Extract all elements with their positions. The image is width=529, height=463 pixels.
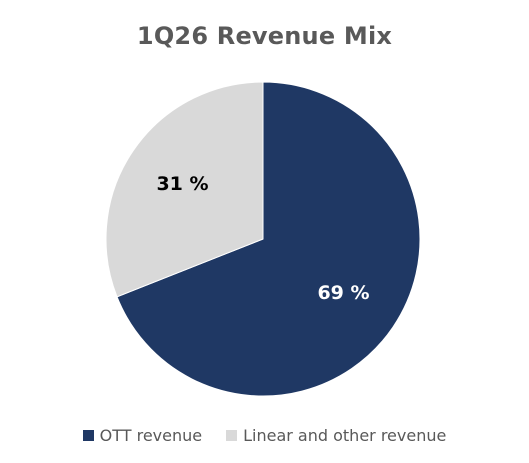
data-label-ott: 69 % bbox=[317, 282, 369, 304]
pie-slice-linear bbox=[105, 81, 264, 298]
legend-swatch-linear bbox=[226, 430, 238, 441]
legend-swatch-ott bbox=[82, 430, 94, 441]
legend: OTT revenue Linear and other revenue bbox=[0, 426, 529, 445]
data-label-linear: 31 % bbox=[156, 173, 208, 195]
chart-title: 1Q26 Revenue Mix bbox=[136, 22, 393, 50]
pie-slice-ott bbox=[116, 81, 421, 397]
legend-label-ott: OTT revenue bbox=[99, 426, 203, 445]
legend-item-ott: OTT revenue bbox=[82, 426, 203, 445]
legend-label-linear: Linear and other revenue bbox=[243, 426, 447, 445]
legend-item-linear: Linear and other revenue bbox=[226, 426, 446, 445]
